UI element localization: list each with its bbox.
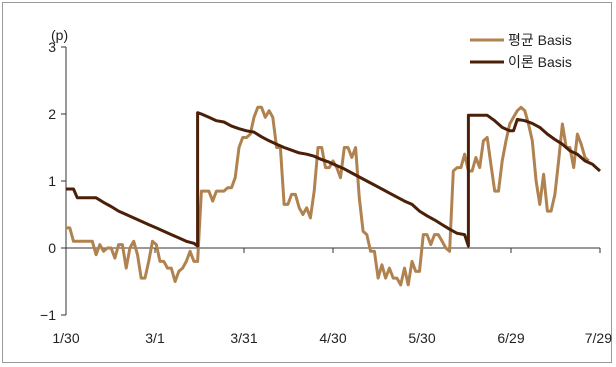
y-tick-label: −1 — [40, 307, 56, 323]
y-tick-label: 0 — [48, 240, 56, 256]
axes: 3 2 1 0 −1 1/30 3/1 3/31 4/30 5/30 6/29 7/29 — [40, 39, 612, 346]
legend: 평균 Basis 이론 Basis — [470, 32, 572, 70]
legend-label-theoretical-basis: 이론 Basis — [508, 54, 572, 70]
x-tick-label: 3/31 — [230, 330, 257, 346]
series-lines — [66, 105, 602, 287]
chart-frame — [2, 2, 612, 363]
series-line-average-basis — [66, 105, 590, 287]
x-tick-label: 6/29 — [497, 330, 524, 346]
x-tick-label: 1/30 — [52, 330, 79, 346]
series-line-theoretical-basis — [66, 111, 602, 248]
legend-label-average-basis: 평균 Basis — [508, 32, 572, 48]
x-tick-label: 3/1 — [145, 330, 165, 346]
x-tick-label: 5/30 — [408, 330, 435, 346]
unit-label: (p) — [51, 27, 68, 43]
y-tick-label: 1 — [48, 173, 56, 189]
x-tick-label: 4/30 — [319, 330, 346, 346]
y-tick-label: 3 — [48, 39, 56, 55]
x-tick-label: 7/29 — [585, 330, 612, 346]
y-tick-label: 2 — [48, 106, 56, 122]
